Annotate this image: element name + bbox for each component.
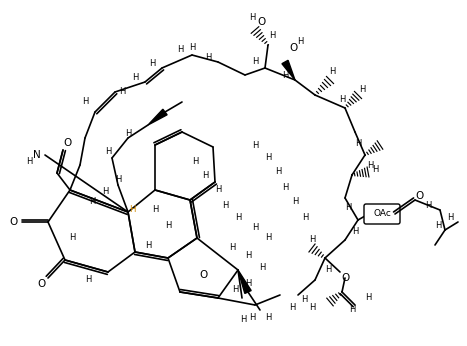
Text: H: H (245, 280, 251, 289)
Text: H: H (205, 54, 211, 63)
Text: H: H (248, 12, 255, 21)
Text: H: H (265, 154, 271, 163)
Text: H: H (26, 156, 32, 165)
Text: H: H (425, 200, 431, 209)
Text: H: H (82, 98, 88, 107)
Text: H: H (252, 57, 258, 66)
Text: H: H (309, 236, 315, 245)
Text: H: H (125, 128, 131, 137)
Text: H: H (229, 244, 235, 253)
Text: H: H (235, 213, 241, 222)
Text: H: H (192, 157, 198, 166)
Polygon shape (148, 109, 167, 125)
Text: O: O (341, 273, 349, 283)
Text: N: N (33, 150, 41, 160)
Text: H: H (249, 313, 255, 322)
Text: H: H (435, 220, 441, 229)
FancyBboxPatch shape (364, 204, 400, 224)
Text: H: H (149, 58, 155, 67)
Text: H: H (105, 147, 111, 156)
Text: H: H (325, 265, 331, 274)
Text: H: H (309, 303, 315, 312)
Polygon shape (238, 270, 251, 293)
Text: H: H (301, 295, 307, 304)
Text: H: H (265, 313, 271, 322)
Text: H: H (245, 251, 251, 260)
Text: H: H (259, 264, 265, 273)
Text: OAc: OAc (373, 209, 391, 219)
Text: H: H (165, 220, 171, 229)
Text: H: H (329, 67, 335, 76)
Text: O: O (10, 217, 18, 227)
Text: H: H (265, 234, 271, 243)
Text: H: H (359, 85, 365, 94)
Text: H: H (372, 165, 378, 174)
Text: H: H (345, 203, 351, 212)
Text: H: H (302, 213, 308, 222)
Text: H: H (215, 185, 221, 194)
Text: H: H (355, 138, 361, 147)
Text: O: O (38, 279, 46, 289)
Text: H: H (145, 240, 151, 249)
Text: H: H (352, 228, 358, 237)
Text: H: H (85, 275, 91, 284)
Text: H: H (282, 183, 288, 192)
Text: O: O (63, 138, 71, 148)
Text: H: H (367, 161, 373, 170)
Text: H: H (365, 293, 371, 302)
Text: H: H (447, 213, 453, 222)
Text: O: O (258, 17, 266, 27)
Text: H: H (252, 224, 258, 233)
Text: H: H (252, 140, 258, 149)
Text: H: H (292, 198, 298, 207)
Text: H: H (289, 303, 295, 312)
Text: H: H (177, 46, 183, 55)
Text: O: O (290, 43, 298, 53)
Text: H: H (189, 44, 195, 53)
Text: H: H (119, 88, 125, 97)
Text: H: H (339, 95, 345, 104)
Text: H: H (297, 37, 303, 46)
Text: H: H (222, 200, 228, 209)
Text: H: H (152, 206, 158, 215)
Text: H: H (69, 234, 75, 243)
Text: O: O (416, 191, 424, 201)
Text: H: H (240, 316, 246, 325)
Text: H: H (349, 306, 355, 315)
Text: H: H (282, 71, 288, 80)
Text: H: H (232, 285, 238, 294)
Polygon shape (282, 60, 295, 80)
Text: H: H (89, 198, 95, 207)
Text: H: H (202, 171, 208, 180)
Text: H: H (132, 73, 138, 82)
Text: O: O (200, 270, 208, 280)
Text: H: H (269, 30, 275, 39)
Text: H: H (115, 175, 121, 184)
Text: H: H (275, 167, 281, 176)
Text: H: H (102, 188, 108, 197)
Text: H: H (129, 206, 135, 215)
